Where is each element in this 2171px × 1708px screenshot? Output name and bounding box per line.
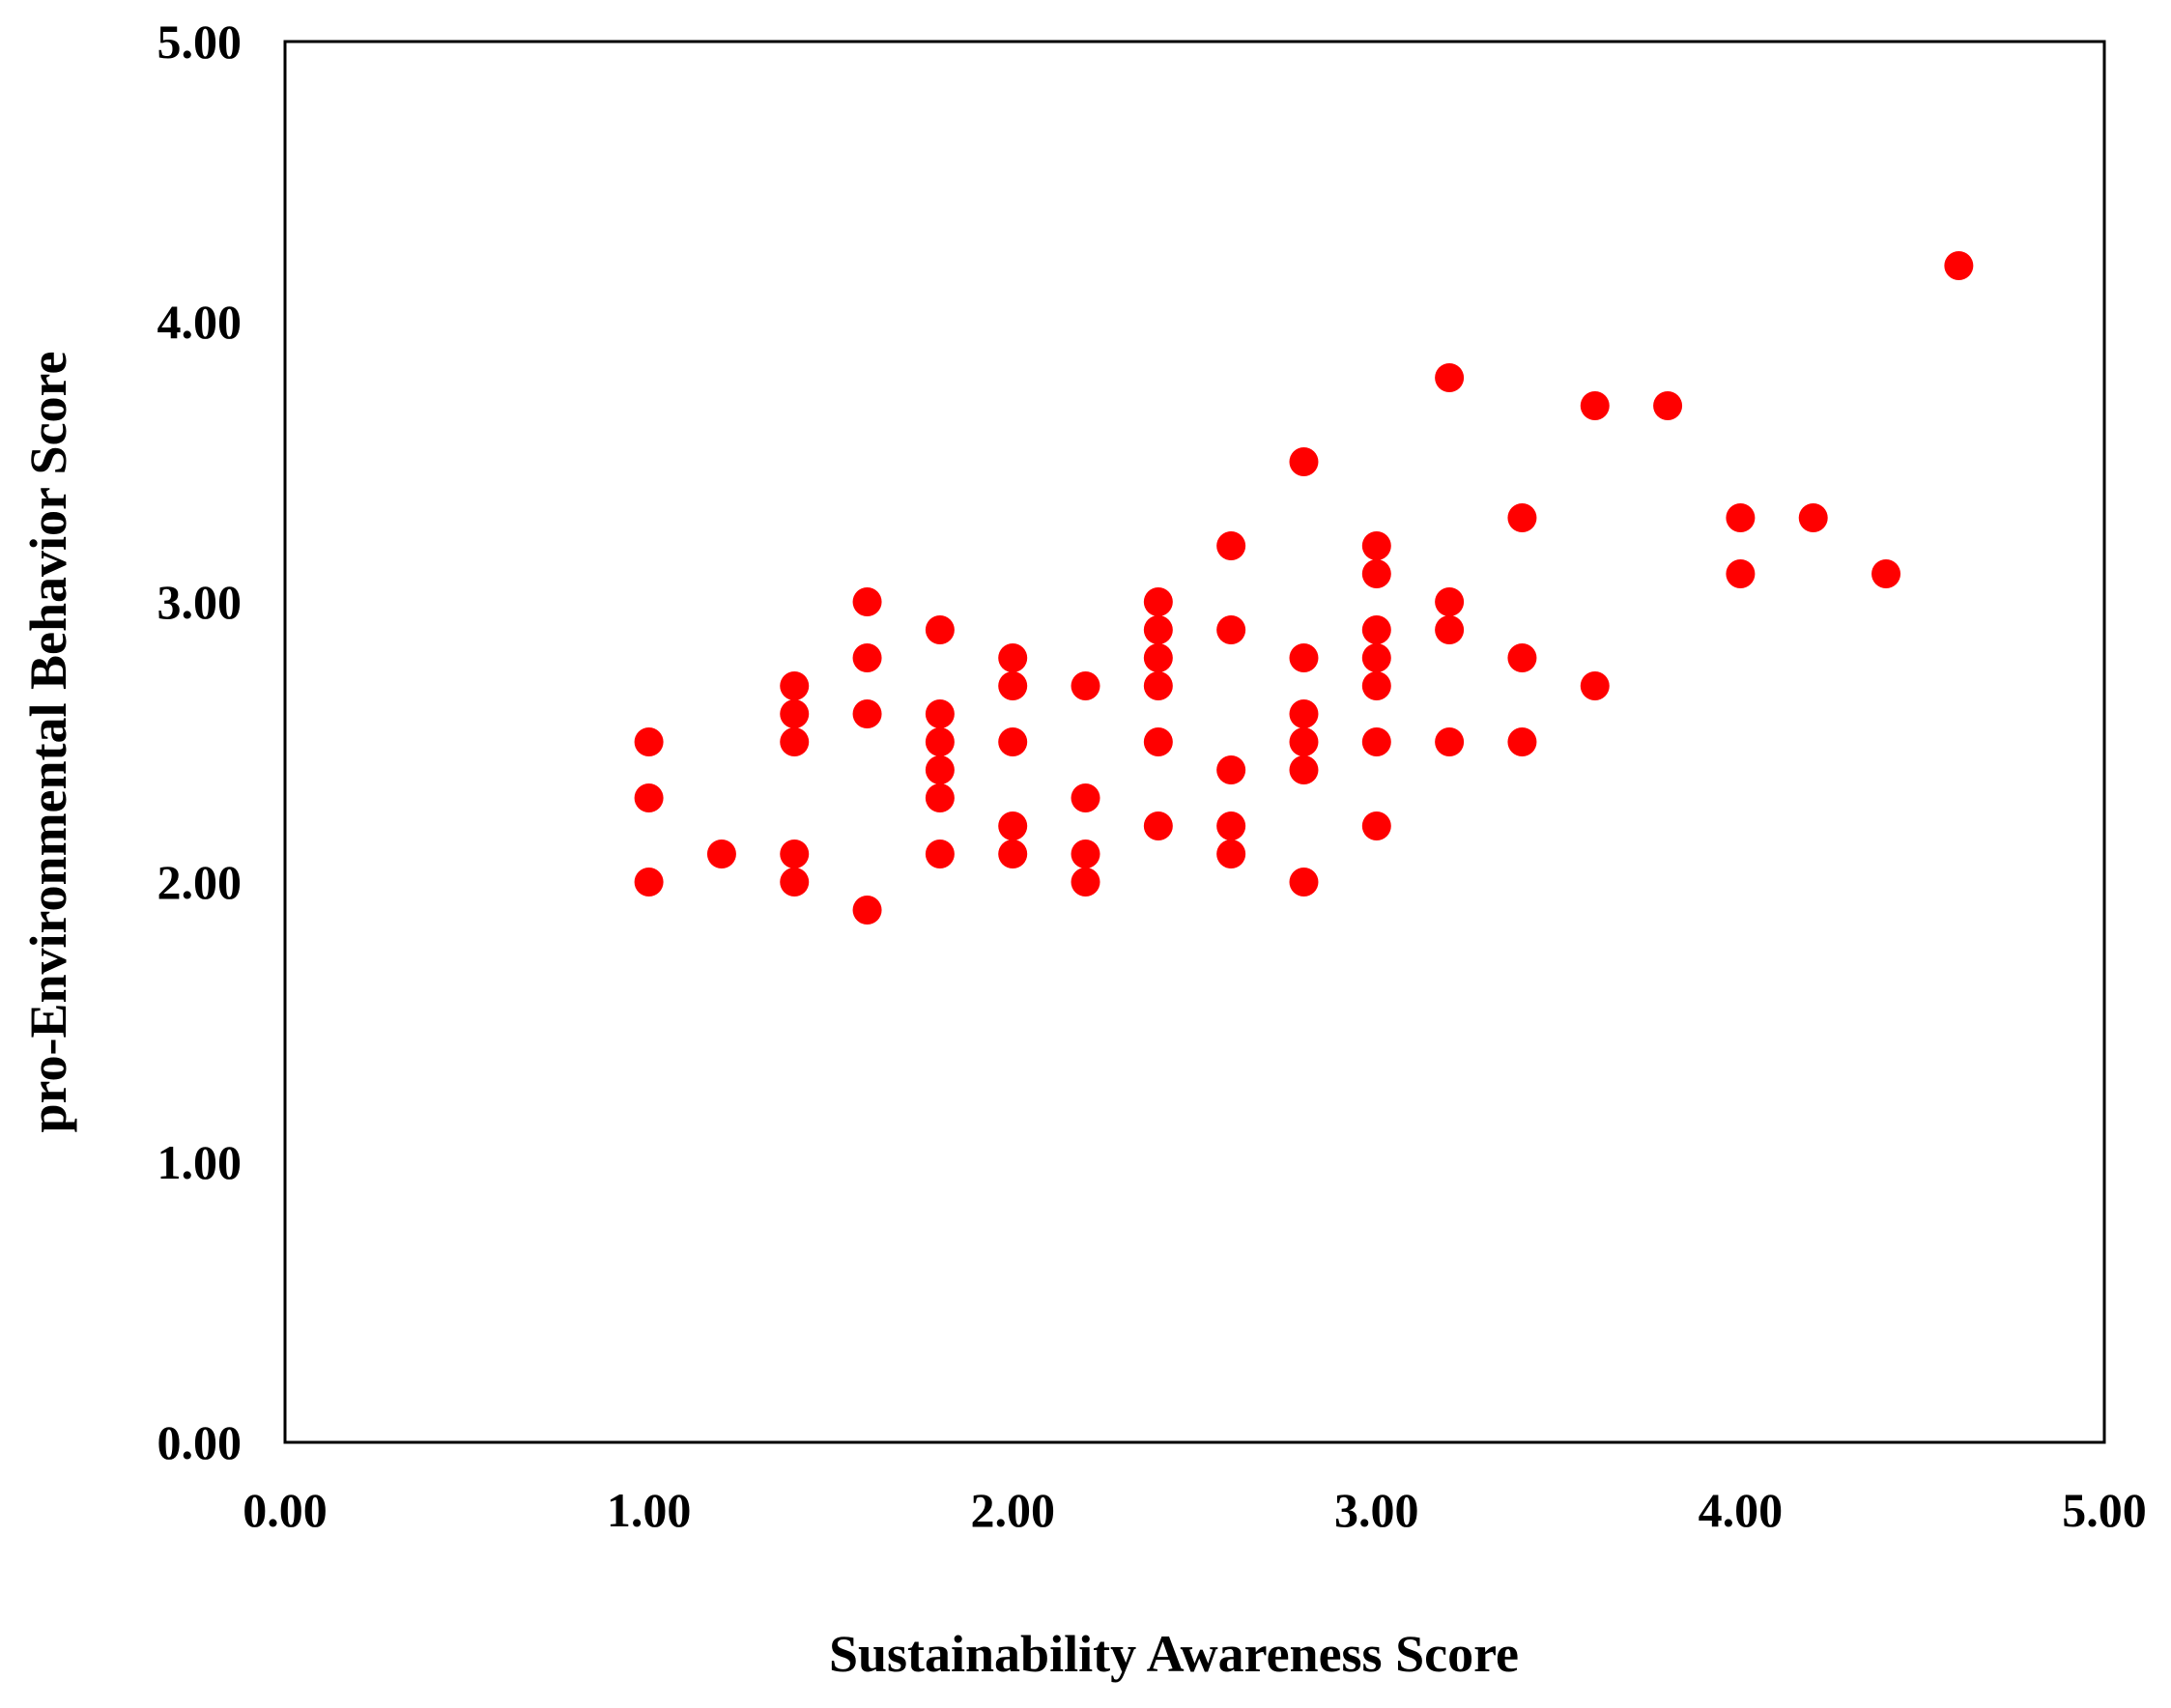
data-point [1507,503,1537,532]
data-point [1289,699,1319,728]
data-point [634,727,664,756]
data-point [1361,559,1391,588]
data-point [1143,587,1173,616]
data-point [852,699,882,728]
data-point [1435,615,1465,644]
data-point [925,755,955,784]
data-point [998,727,1028,756]
data-point [1726,559,1756,588]
data-point [1361,531,1391,560]
data-point [1435,727,1465,756]
y-tick-label: 5.00 [157,14,243,69]
x-axis-tick-labels: 0.00 1.00 2.00 3.00 4.00 5.00 [243,1483,2147,1537]
data-point [1071,671,1100,700]
y-tick-label: 3.00 [157,575,243,629]
data-point [925,783,955,812]
data-point [1361,615,1391,644]
data-point [1507,643,1537,672]
data-point [1289,643,1319,672]
data-point [1289,727,1319,756]
data-point [1216,811,1246,840]
data-point [998,811,1028,840]
data-point [1580,671,1610,700]
data-point [1580,391,1610,420]
data-point [1216,755,1246,784]
data-point [1289,868,1319,897]
data-point [1216,615,1246,644]
x-tick-label: 1.00 [607,1483,692,1537]
x-tick-label: 2.00 [970,1483,1055,1537]
data-point [1361,811,1391,840]
data-point [1798,503,1828,532]
x-tick-label: 3.00 [1334,1483,1419,1537]
data-point [1143,615,1173,644]
data-point [1143,643,1173,672]
data-point [1361,643,1391,672]
data-point [1216,531,1246,560]
data-point [634,868,664,897]
data-point [1726,503,1756,532]
data-point [852,643,882,672]
data-point [780,671,810,700]
data-point [998,671,1028,700]
data-point [1435,363,1465,392]
data-point [1216,840,1246,868]
y-axis-tick-labels: 0.00 1.00 2.00 3.00 4.00 5.00 [157,14,243,1469]
data-point [1071,783,1100,812]
y-tick-label: 2.00 [157,855,243,909]
data-point [706,840,736,868]
data-point [780,868,810,897]
data-point [998,840,1028,868]
data-point [1071,868,1100,897]
data-point [1435,587,1465,616]
x-tick-label: 4.00 [1699,1483,1784,1537]
data-point [1071,840,1100,868]
data-point [634,783,664,812]
data-point [852,896,882,925]
y-tick-label: 0.00 [157,1415,243,1469]
data-point [998,643,1028,672]
data-point [1871,559,1901,588]
x-tick-label: 5.00 [2062,1483,2147,1537]
data-point [925,615,955,644]
data-points [634,251,1974,925]
data-point [1289,755,1319,784]
data-point [925,840,955,868]
data-point [925,727,955,756]
data-point [925,699,955,728]
data-point [1143,671,1173,700]
data-point [1143,727,1173,756]
y-tick-label: 4.00 [157,295,243,349]
data-point [1361,727,1391,756]
y-tick-label: 1.00 [157,1135,243,1189]
data-point [1289,447,1319,476]
data-point [1507,727,1537,756]
data-point [1944,251,1974,280]
x-tick-label: 0.00 [243,1483,328,1537]
data-point [780,840,810,868]
data-point [780,699,810,728]
data-point [1361,671,1391,700]
data-point [852,587,882,616]
data-point [1143,811,1173,840]
y-axis-title: pro-Environmental Behavior Score [19,351,77,1132]
x-axis-title: Sustainability Awareness Score [829,1625,1519,1683]
plot-area-border [283,40,2106,1444]
data-point [1653,391,1683,420]
data-point [780,727,810,756]
